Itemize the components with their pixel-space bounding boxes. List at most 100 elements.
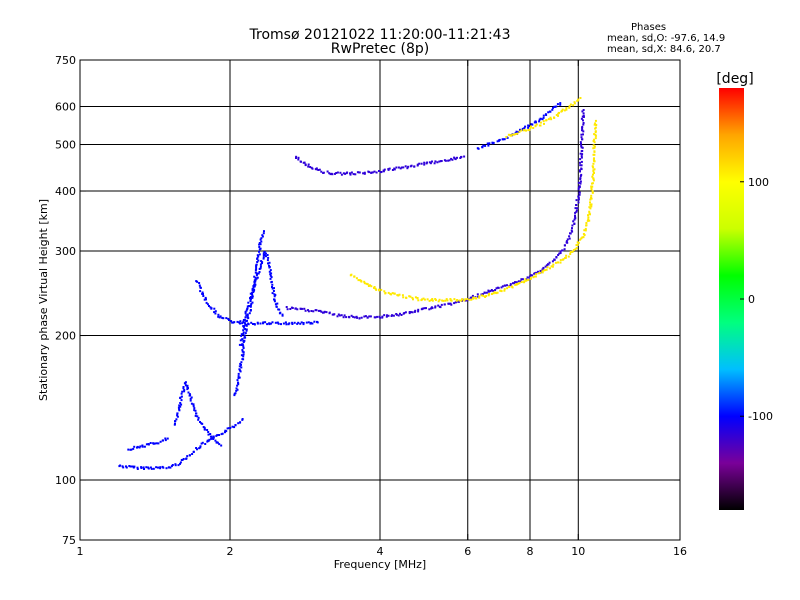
echo-point — [581, 146, 584, 149]
echo-point — [363, 280, 366, 283]
echo-point — [476, 293, 479, 296]
echo-point — [174, 420, 176, 423]
echo-point — [581, 153, 584, 156]
y-axis-label: Stationary phase Virtual Height [km] — [37, 199, 50, 401]
echo-point — [580, 142, 582, 145]
echo-point — [125, 465, 127, 468]
echo-point — [291, 321, 294, 324]
echo-point — [185, 457, 188, 460]
echo-point — [214, 439, 217, 442]
echo-point — [149, 466, 152, 469]
echo-point — [553, 258, 556, 261]
echo-point — [297, 158, 300, 161]
echo-point — [234, 424, 237, 427]
echo-point — [371, 171, 374, 174]
echo-point — [404, 311, 407, 314]
echo-point — [258, 243, 261, 246]
echo-point — [559, 252, 562, 254]
echo-point — [360, 280, 363, 283]
echo-point — [378, 289, 381, 292]
echo-point — [386, 314, 388, 317]
echo-point — [383, 168, 386, 171]
echo-point — [482, 144, 485, 147]
echo-point — [350, 314, 353, 317]
echo-point — [581, 110, 584, 113]
echo-point — [505, 136, 508, 139]
echo-point — [176, 414, 179, 417]
colorbar-label: [deg] — [716, 71, 753, 87]
echo-point — [576, 207, 579, 210]
echo-point — [244, 322, 247, 325]
echo-point — [417, 310, 420, 313]
echo-point — [537, 272, 540, 275]
echo-point — [230, 320, 233, 323]
echo-point — [559, 103, 562, 106]
echo-point — [240, 366, 243, 369]
echo-point — [580, 173, 583, 176]
echo-point — [571, 230, 574, 233]
echo-point — [255, 277, 258, 280]
echo-point — [466, 298, 469, 301]
echo-point — [285, 306, 288, 308]
echo-point — [539, 124, 542, 127]
echo-point — [244, 312, 247, 315]
echo-point — [514, 281, 516, 284]
echo-point — [527, 124, 530, 127]
echo-point — [484, 144, 487, 147]
echo-point — [127, 448, 130, 451]
echo-point — [268, 270, 271, 273]
echo-point — [191, 453, 194, 455]
echo-point — [244, 332, 247, 335]
echo-point — [593, 146, 596, 149]
echo-point — [532, 127, 535, 129]
echo-point — [592, 140, 595, 142]
echo-point — [433, 162, 436, 165]
echo-point — [487, 144, 490, 147]
echo-point — [278, 312, 281, 315]
echo-point — [542, 114, 545, 117]
echo-point — [543, 122, 545, 125]
echo-point — [582, 233, 585, 235]
echo-point — [448, 159, 451, 162]
echo-point — [585, 224, 588, 227]
echo-point — [225, 317, 228, 320]
echo-point — [257, 259, 260, 262]
echo-point — [547, 111, 550, 114]
echo-point — [408, 312, 411, 315]
echo-point — [534, 120, 537, 123]
echo-point — [242, 353, 245, 356]
echo-point — [214, 312, 217, 315]
echo-point — [145, 443, 148, 446]
echo-point — [416, 163, 419, 166]
echo-point — [182, 458, 185, 460]
echo-point — [260, 260, 263, 263]
echo-point — [256, 257, 259, 260]
echo-point — [428, 299, 431, 302]
echo-point — [449, 302, 452, 305]
echo-point — [369, 315, 372, 318]
echo-point — [450, 157, 453, 160]
echo-point — [582, 116, 585, 118]
echo-point — [271, 287, 274, 290]
echo-point — [582, 236, 585, 239]
echo-point — [289, 308, 292, 310]
echo-point — [242, 347, 245, 349]
echo-point — [514, 283, 517, 286]
echo-point — [571, 227, 573, 230]
echo-point — [271, 292, 274, 295]
echo-point — [585, 222, 588, 224]
echo-point — [541, 118, 544, 121]
echo-point — [425, 307, 427, 310]
echo-point — [318, 168, 321, 171]
echo-point — [243, 325, 246, 328]
echo-point — [179, 396, 182, 399]
echo-point — [251, 293, 254, 296]
echo-point — [527, 278, 530, 281]
echo-point — [535, 123, 538, 126]
echo-point — [326, 170, 329, 173]
echo-point — [316, 321, 319, 324]
echo-point — [545, 264, 548, 267]
echo-point — [356, 171, 359, 174]
echo-point — [147, 443, 150, 446]
echo-point — [121, 465, 124, 468]
